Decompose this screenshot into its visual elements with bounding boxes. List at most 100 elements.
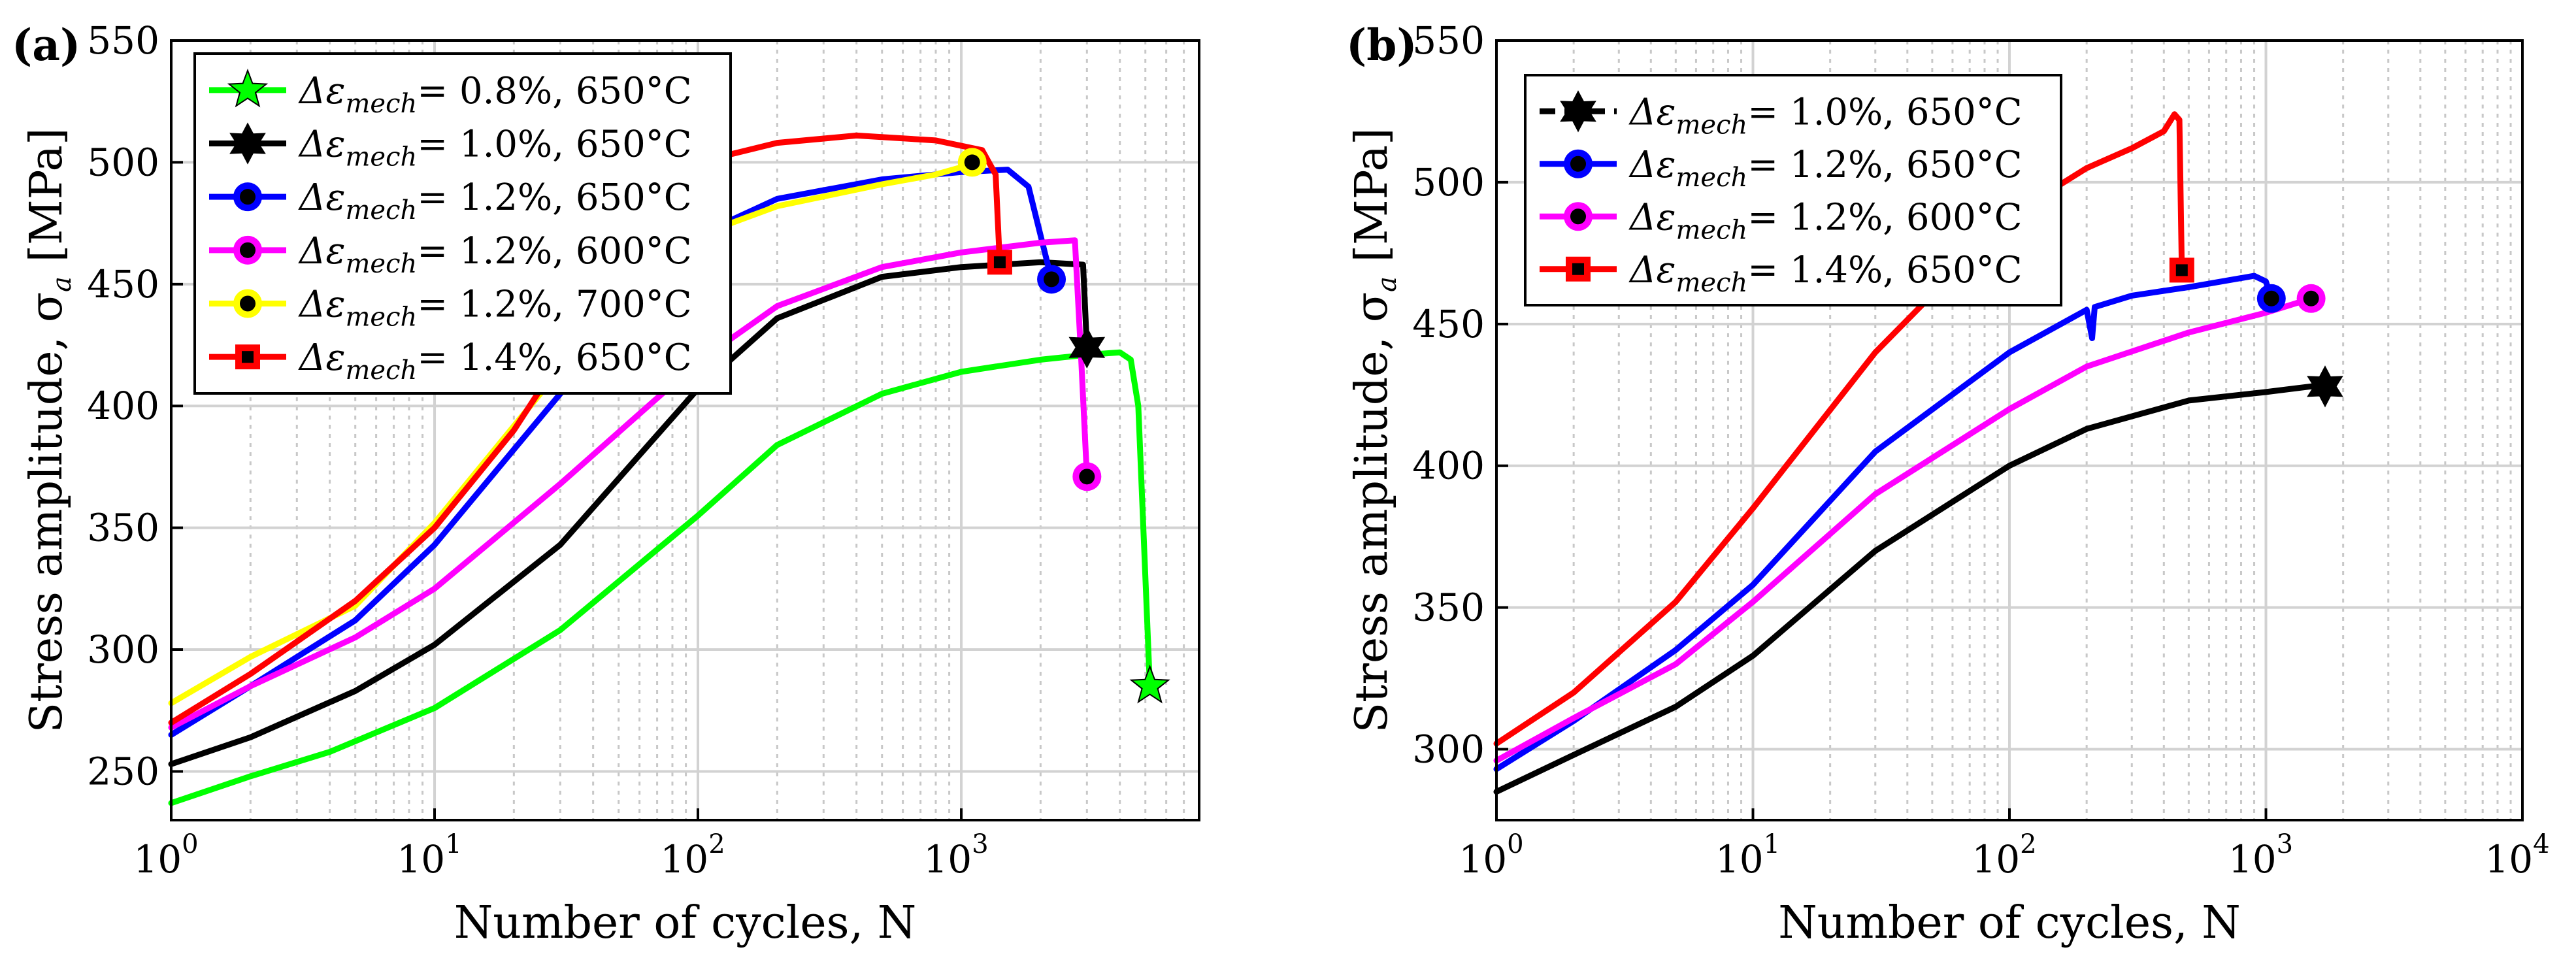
- legend-symbol: Δε: [298, 284, 346, 326]
- series-end-marker-0: [2307, 365, 2343, 408]
- y-label-subscript: a: [1372, 276, 1402, 292]
- x-tick-exponent: 1: [445, 829, 461, 859]
- legend-marker-0: [1560, 90, 1596, 133]
- x-tick-label: 100: [1459, 829, 1523, 882]
- x-tick-exponent: 1: [1764, 829, 1780, 859]
- series-line-0: [1493, 383, 2328, 795]
- legend-subscript: mech: [1676, 268, 1748, 298]
- legend-marker-1: [229, 122, 266, 165]
- y-tick-label: 500: [1412, 160, 1485, 205]
- series-end-marker-5-center: [993, 256, 1006, 269]
- y-label-subscript: a: [47, 276, 77, 292]
- y-axis-label: Stress amplitude, σa [MPa]: [1346, 127, 1402, 733]
- legend-symbol: Δε: [298, 176, 346, 219]
- y-tick-label: 450: [87, 262, 159, 306]
- legend-label-3: Δεmech= 1.2%, 600°C: [298, 230, 692, 279]
- series-end-marker-1-center: [2263, 290, 2279, 306]
- series-end-marker-3-center: [1079, 469, 1095, 485]
- x-tick-label: 102: [1972, 829, 2036, 882]
- legend-label-0: Δεmech= 0.8%, 650°C: [298, 70, 692, 119]
- x-tick-label: 103: [2228, 829, 2293, 882]
- legend-symbol: Δε: [1628, 196, 1676, 239]
- legend-marker-2-center: [1570, 208, 1586, 225]
- legend-label-3: Δεmech= 1.4%, 650°C: [1628, 249, 2023, 298]
- y-tick-label: 300: [1412, 727, 1485, 772]
- legend-symbol: Δε: [298, 337, 346, 379]
- y-tick-label: 300: [87, 627, 159, 672]
- series-line-3: [168, 237, 1090, 731]
- legend-text: = 1.2%, 700°C: [417, 284, 691, 326]
- legend-text: = 0.8%, 650°C: [417, 70, 691, 112]
- x-tick-exponent: 4: [2533, 829, 2549, 859]
- legend-symbol: Δε: [298, 70, 346, 112]
- legend-text: = 1.2%, 650°C: [1747, 144, 2022, 186]
- legend-label-1: Δεmech= 1.2%, 650°C: [1628, 144, 2023, 193]
- legend-subscript: mech: [1676, 110, 1748, 140]
- x-tick-label: 104: [2485, 829, 2549, 882]
- series-line-1: [1493, 273, 2275, 772]
- legend-marker-3-center: [1572, 263, 1584, 275]
- x-axis-label: Number of cycles, N: [1778, 897, 2241, 949]
- legend-marker-0: [227, 68, 269, 108]
- x-tick-label: 101: [397, 829, 461, 882]
- legend-box: [193, 52, 732, 395]
- y-label-unit: [MPa]: [21, 127, 73, 276]
- x-tick-exponent: 3: [972, 829, 988, 859]
- legend-marker-5-center: [242, 351, 254, 363]
- legend-text: = 1.0%, 650°C: [417, 124, 691, 166]
- y-axis-label: Stress amplitude, σa [MPa]: [21, 127, 77, 733]
- legend-label-2: Δεmech= 1.2%, 650°C: [298, 176, 692, 225]
- legend-text: = 1.0%, 650°C: [1747, 91, 2022, 133]
- y-tick-label: 350: [87, 506, 159, 550]
- legend-subscript: mech: [346, 89, 418, 119]
- y-tick-label: 550: [87, 18, 159, 63]
- x-tick-label: 102: [660, 829, 725, 882]
- legend-subscript: mech: [346, 355, 418, 386]
- x-tick-exponent: 2: [2020, 829, 2036, 859]
- x-tick-exponent: 0: [182, 829, 198, 859]
- x-tick-exponent: 3: [2277, 829, 2293, 859]
- legend-subscript: mech: [346, 195, 418, 225]
- legend-symbol: Δε: [1628, 249, 1676, 291]
- legend-text: = 1.4%, 650°C: [1747, 249, 2022, 291]
- y-tick-label: 450: [1412, 302, 1485, 346]
- legend-subscript: mech: [1676, 215, 1748, 245]
- axes-box: [170, 39, 1200, 821]
- legend-text: = 1.2%, 600°C: [1747, 196, 2022, 239]
- legend-text: = 1.4%, 650°C: [417, 337, 691, 379]
- x-tick-label: 103: [923, 829, 988, 882]
- y-tick-label: 500: [87, 140, 159, 184]
- y-label-unit: [MPa]: [1346, 127, 1398, 276]
- x-tick-exponent: 0: [1507, 829, 1523, 859]
- y-tick-label: 350: [1412, 586, 1485, 630]
- legend-marker-4-center: [240, 295, 256, 312]
- x-tick-label: 101: [1715, 829, 1780, 882]
- legend-label-1: Δεmech= 1.0%, 650°C: [298, 124, 692, 173]
- legend-subscript: mech: [346, 303, 418, 333]
- series-end-marker-2-center: [2303, 290, 2319, 306]
- legend-symbol: Δε: [298, 124, 346, 166]
- legend-label-5: Δεmech= 1.4%, 650°C: [298, 337, 692, 386]
- y-tick-label: 400: [1412, 444, 1485, 488]
- legend-symbol: Δε: [1628, 91, 1676, 133]
- y-tick-label: 250: [87, 749, 159, 793]
- panel-label: (b): [1346, 20, 1417, 71]
- legend-subscript: mech: [346, 142, 418, 173]
- legend-marker-1-center: [1570, 156, 1586, 172]
- legend-subscript: mech: [1676, 163, 1748, 193]
- legend-text: = 1.2%, 600°C: [417, 230, 691, 273]
- y-label-text: Stress amplitude, σ: [21, 292, 73, 733]
- series-end-marker-0: [1129, 665, 1170, 704]
- legend-label-2: Δεmech= 1.2%, 600°C: [1628, 196, 2023, 245]
- series-line-2: [168, 167, 1055, 738]
- legend-text: = 1.2%, 650°C: [417, 176, 691, 219]
- series-end-marker-2-center: [1044, 271, 1060, 288]
- y-tick-label: 550: [1412, 18, 1485, 63]
- y-tick-label: 400: [87, 384, 159, 428]
- series-end-marker-4-center: [964, 154, 980, 171]
- legend-symbol: Δε: [298, 230, 346, 273]
